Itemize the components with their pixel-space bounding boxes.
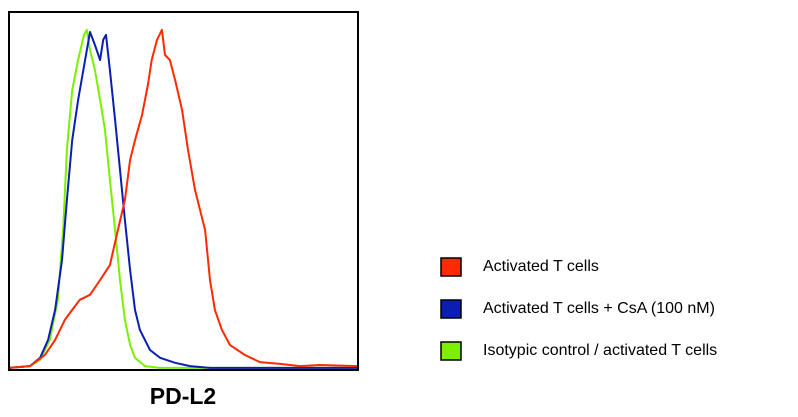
histogram-line	[8, 28, 358, 369]
legend-swatch	[440, 299, 462, 319]
x-axis-label: PD-L2	[150, 383, 216, 409]
legend-label: Activated T cells	[483, 258, 599, 275]
legend-label: Activated T cells + CsA (100 nM)	[483, 300, 715, 317]
legend-label: Isotypic control / activated T cells	[483, 342, 717, 359]
histogram-line	[8, 28, 359, 369]
histogram-line	[8, 31, 358, 369]
legend-swatch	[440, 257, 462, 277]
plot-frame	[8, 11, 359, 371]
legend-swatch	[440, 341, 462, 361]
